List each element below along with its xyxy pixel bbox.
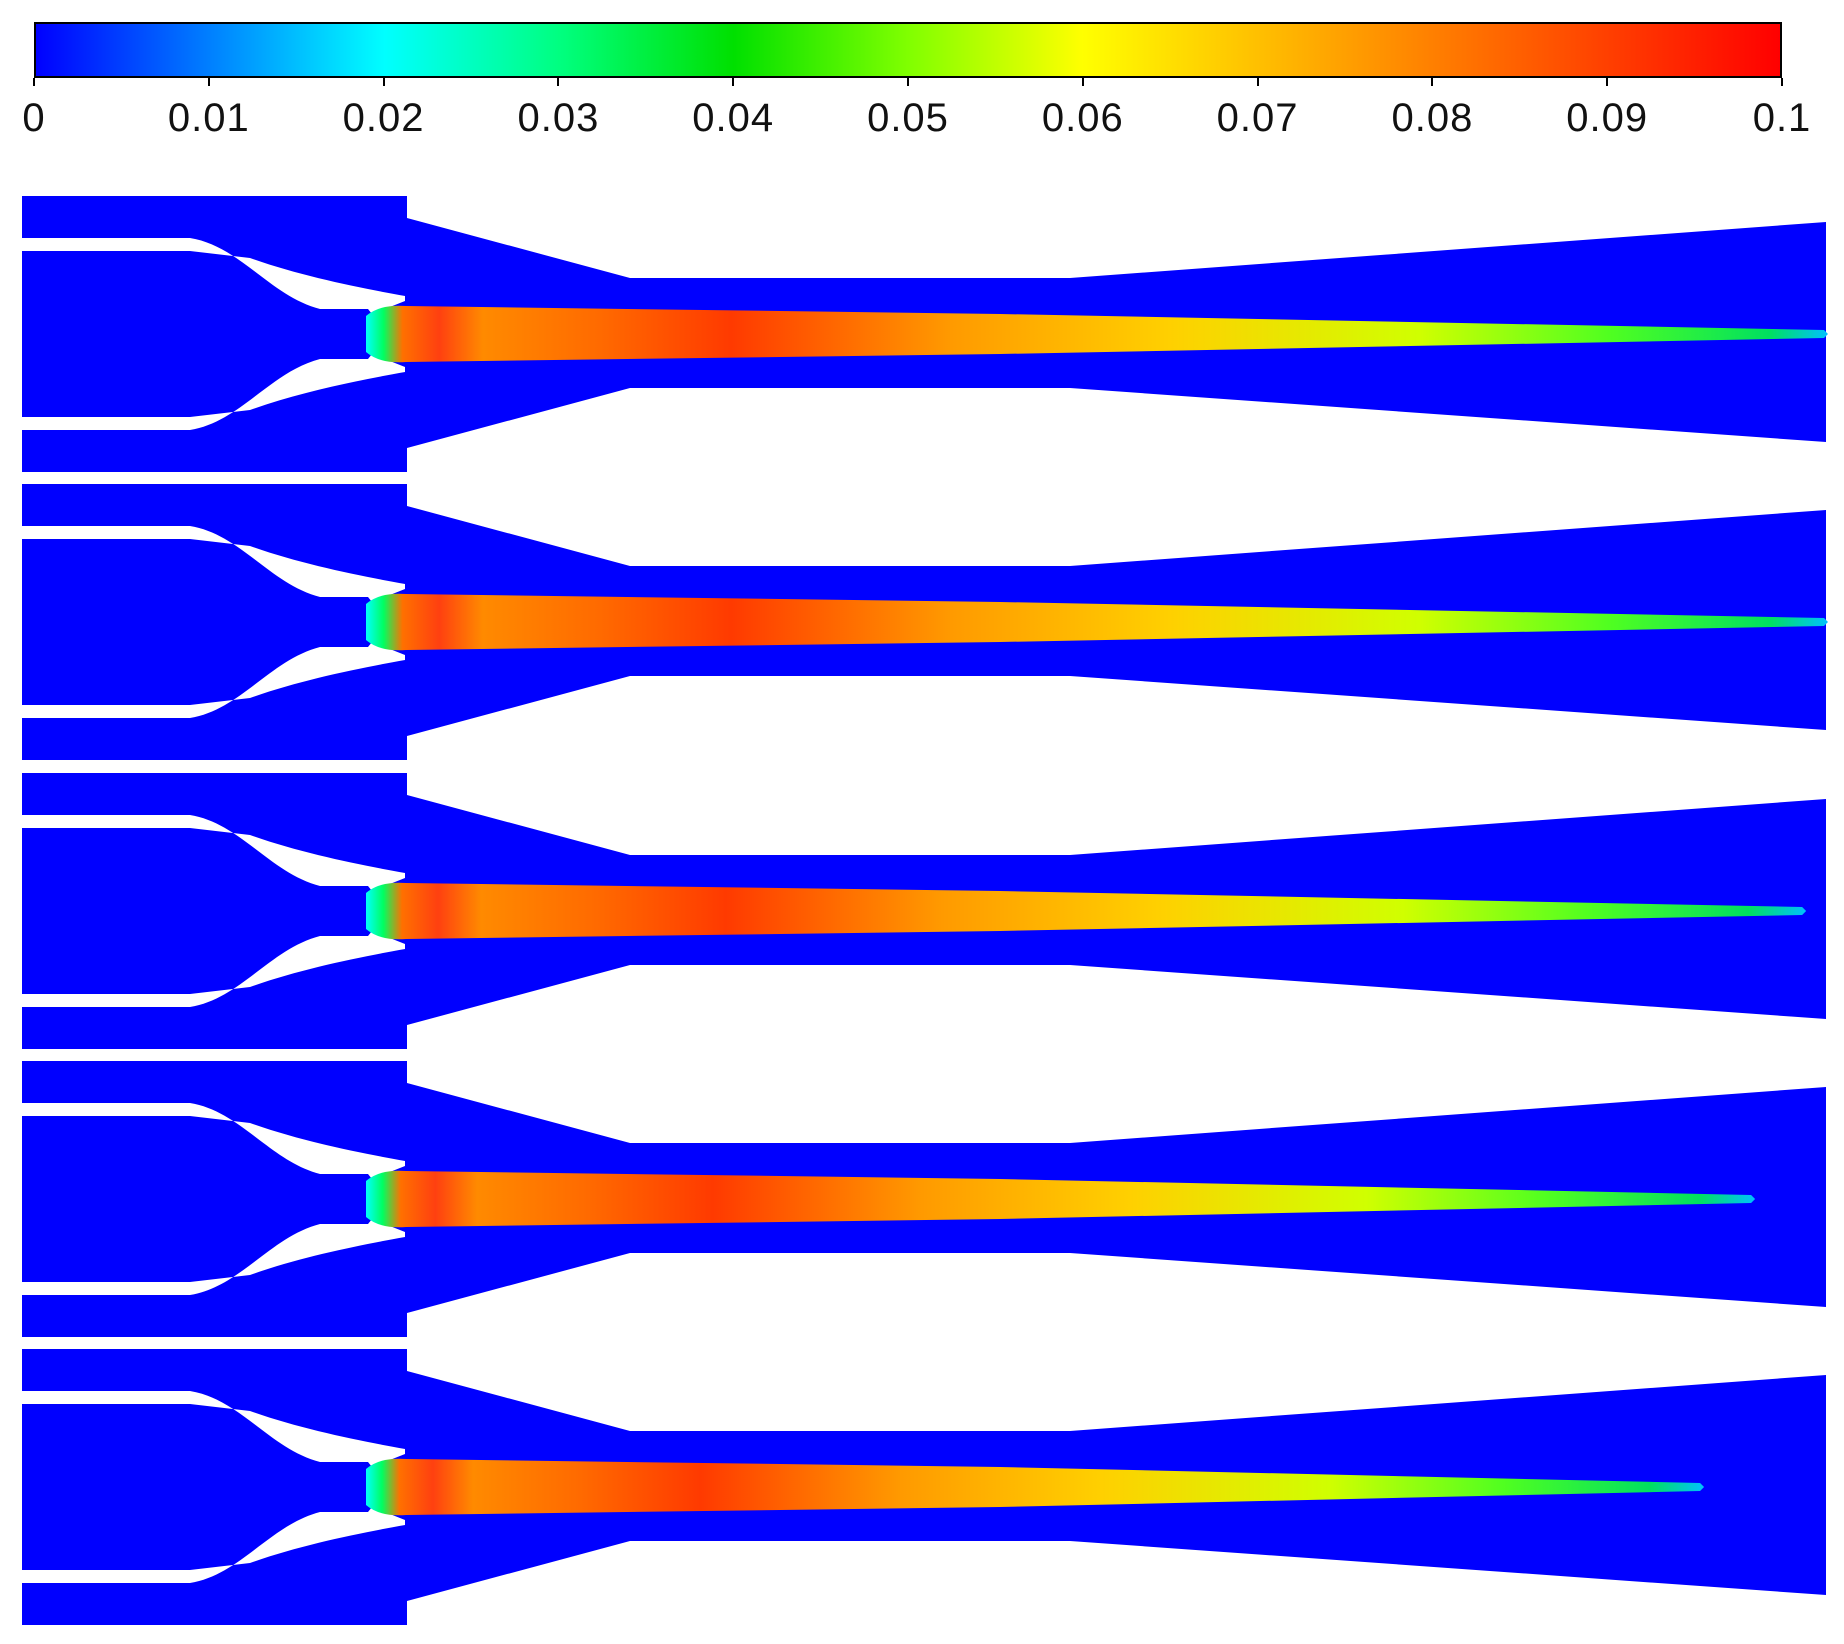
contour-panel — [22, 1061, 1826, 1337]
jet-plume — [366, 1170, 1756, 1228]
colorbar-tick — [1081, 78, 1084, 86]
colorbar-tick-label: 0.04 — [692, 96, 775, 140]
nozzle-wall-bottom — [22, 354, 405, 430]
jet-plume — [366, 305, 1828, 363]
nozzle-wall-top — [22, 526, 405, 602]
colorbar-tick-label: 0.09 — [1566, 96, 1649, 140]
nozzle-wall-bottom — [22, 642, 405, 718]
colorbar-tick — [557, 78, 560, 86]
colorbar-tick-label: 0.02 — [342, 96, 425, 140]
nozzle-wall-bottom — [22, 1507, 405, 1583]
colorbar-tick — [907, 78, 909, 86]
contour-panel — [22, 484, 1828, 760]
colorbar-tick-label: 0.01 — [167, 96, 250, 140]
contour-panel — [22, 773, 1826, 1049]
colorbar-tick — [1781, 78, 1783, 86]
nozzle-wall-top — [22, 815, 405, 891]
colorbar-tick-label: 0.05 — [867, 96, 949, 140]
colorbar-gradient — [34, 22, 1782, 78]
colorbar-tick-label: 0.08 — [1391, 96, 1474, 140]
contour-panel — [22, 196, 1828, 472]
nozzle-wall-top — [22, 1391, 405, 1467]
colorbar-tick — [1606, 78, 1609, 86]
colorbar-legend: 0 0.01 0.02 0.03 0.04 0.05 0.06 0.07 0.08 0.09 0.1 — [0, 0, 1844, 160]
colorbar-tick-label: 0.06 — [1041, 96, 1124, 140]
colorbar-tick — [1256, 78, 1259, 86]
colorbar-tick — [1431, 78, 1434, 86]
colorbar-tick-label: 0.07 — [1216, 96, 1299, 140]
colorbar-tick — [33, 78, 35, 86]
colorbar-tick — [382, 78, 385, 86]
colorbar-tick-label: 0 — [22, 96, 46, 140]
jet-plume — [366, 593, 1828, 651]
colorbar-tick-label: 0.1 — [1752, 96, 1812, 140]
nozzle-wall-top — [22, 1103, 405, 1179]
jet-plume — [366, 882, 1807, 940]
nozzle-wall-bottom — [22, 931, 405, 1007]
colorbar-tick — [207, 78, 210, 86]
colorbar-tick-label: 0.03 — [517, 96, 600, 140]
jet-plume — [366, 1458, 1705, 1516]
contour-panel — [22, 1349, 1826, 1625]
nozzle-wall-top — [22, 238, 405, 314]
nozzle-wall-bottom — [22, 1219, 405, 1295]
colorbar-tick — [732, 78, 735, 86]
